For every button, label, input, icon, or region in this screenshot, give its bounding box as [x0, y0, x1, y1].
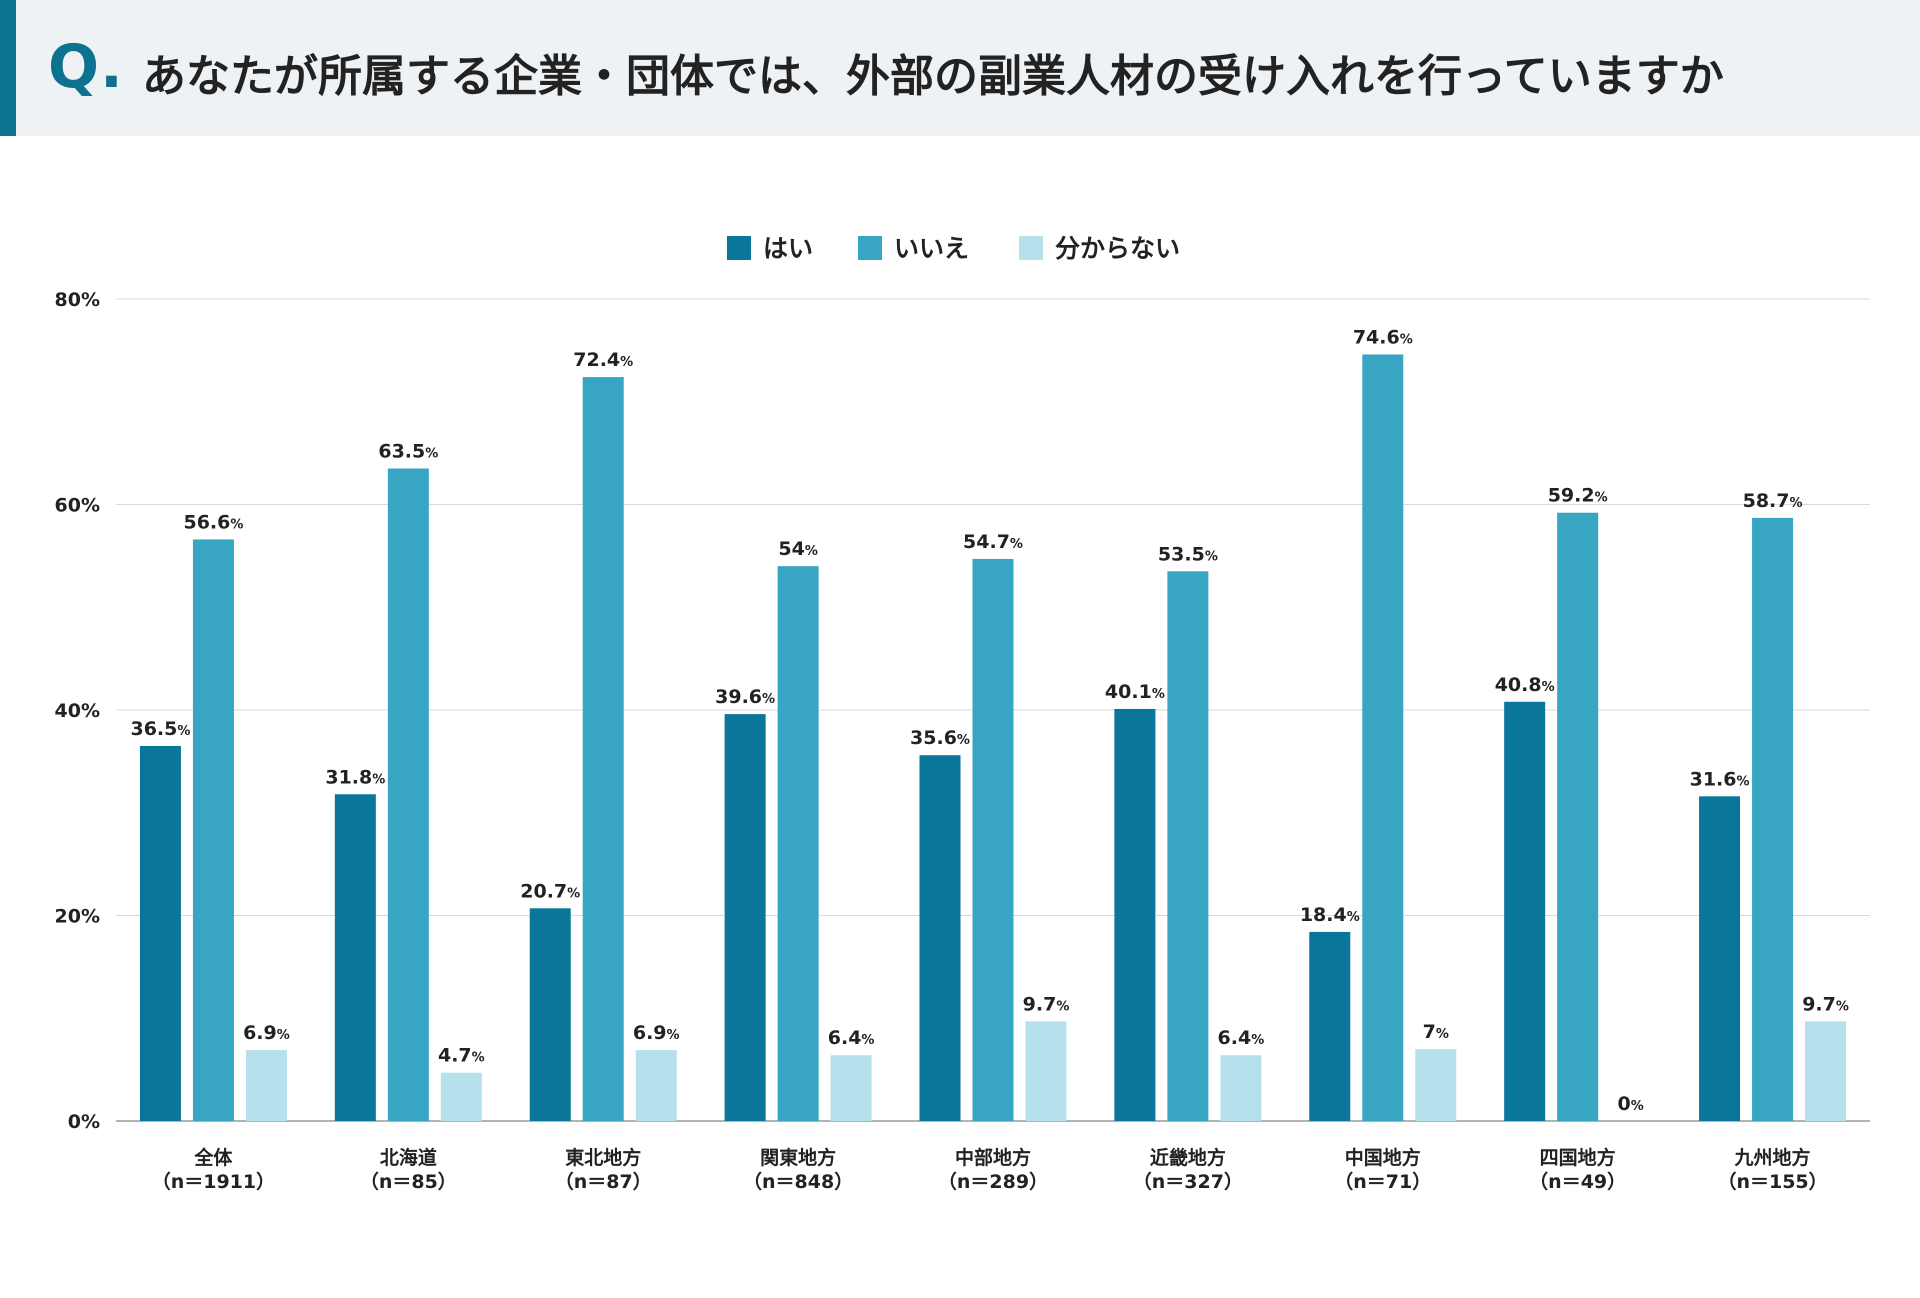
value-label: 74.6%: [1353, 326, 1413, 348]
bars: [139, 354, 1847, 1122]
value-label: 7%: [1423, 1021, 1449, 1043]
category-label: 北海道: [380, 1146, 437, 1169]
value-label: 53.5%: [1158, 543, 1218, 565]
value-label: 72.4%: [573, 349, 633, 371]
y-tick-label: 20%: [55, 906, 100, 928]
category-sample-size: （n＝87）: [555, 1170, 652, 1193]
y-tick-label: 80%: [55, 289, 100, 311]
value-labels: 36.5% 56.6% 6.9% 31.8% 63.5% 4.7% 20.7% 72.4% 6.…: [130, 326, 1848, 1115]
bar-unknown: [1415, 1049, 1457, 1121]
value-label: 31.6%: [1690, 768, 1750, 790]
bar-unknown: [440, 1072, 482, 1121]
value-label: 58.7%: [1743, 490, 1803, 512]
value-label: 9.7%: [1802, 993, 1849, 1015]
bar-no: [1362, 354, 1404, 1121]
bar-unknown: [1220, 1055, 1262, 1121]
question-text: あなたが所属する企業・団体では、外部の副業人材の受け入れを行っていますか: [142, 51, 1724, 102]
legend-label: 分からない: [1055, 234, 1180, 263]
category-label: 九州地方: [1734, 1146, 1811, 1169]
bar-no: [1752, 517, 1794, 1121]
value-label: 35.6%: [910, 727, 970, 749]
value-label: 54%: [778, 538, 817, 560]
bar-no: [387, 468, 429, 1122]
value-label: 20.7%: [520, 880, 580, 902]
value-label: 6.9%: [633, 1022, 680, 1044]
value-label: 6.9%: [243, 1022, 290, 1044]
category-sample-size: （n＝49）: [1529, 1170, 1626, 1193]
value-label: 6.4%: [828, 1027, 875, 1049]
category-label: 中部地方: [955, 1146, 1031, 1169]
category-sample-size: （n＝289）: [938, 1170, 1048, 1193]
bar-unknown: [635, 1050, 677, 1121]
bar-no: [777, 566, 819, 1121]
category-label: 中国地方: [1345, 1146, 1421, 1169]
category-labels: 全体（n＝1911） 北海道（n＝85） 東北地方（n＝87） 関東地方（n＝848）…: [152, 1146, 1828, 1193]
question-header: Q. あなたが所属する企業・団体では、外部の副業人材の受け入れを行っていますか: [0, 0, 1920, 136]
category-label: 全体: [193, 1146, 233, 1169]
bar-no: [192, 539, 234, 1121]
category-sample-size: （n＝848）: [743, 1170, 853, 1193]
bar-no: [1167, 571, 1209, 1121]
value-label: 0%: [1618, 1093, 1644, 1115]
category-label: 四国地方: [1540, 1146, 1616, 1169]
bar-yes: [1114, 708, 1156, 1121]
value-label: 18.4%: [1300, 904, 1360, 926]
value-label: 54.7%: [963, 531, 1023, 553]
value-label: 36.5%: [130, 718, 190, 740]
category-label: 関東地方: [760, 1146, 836, 1169]
category-sample-size: （n＝85）: [360, 1170, 457, 1193]
value-label: 56.6%: [183, 511, 243, 533]
value-label: 31.8%: [325, 766, 385, 788]
bar-unknown: [1805, 1021, 1847, 1121]
bar-yes: [1504, 701, 1546, 1121]
y-axis-ticks: 0% 20% 40% 60% 80%: [55, 289, 100, 1133]
value-label: 9.7%: [1023, 993, 1070, 1015]
bar-no: [1557, 512, 1599, 1121]
bar-unknown: [830, 1055, 872, 1121]
question-mark: Q.: [48, 32, 124, 102]
value-label: 39.6%: [715, 686, 775, 708]
bar-yes: [334, 794, 376, 1121]
bar-yes: [1309, 931, 1351, 1121]
category-label: 近畿地方: [1150, 1146, 1226, 1169]
legend-label: はい: [763, 234, 813, 263]
bar-unknown: [245, 1050, 287, 1121]
y-tick-label: 40%: [55, 700, 100, 722]
category-sample-size: （n＝327）: [1133, 1170, 1243, 1193]
bar-no: [582, 377, 624, 1122]
category-sample-size: （n＝1911）: [152, 1170, 275, 1193]
legend-swatch: [1019, 236, 1043, 260]
bar-yes: [724, 714, 766, 1121]
legend-label: いいえ: [894, 234, 969, 263]
value-label: 6.4%: [1218, 1027, 1265, 1049]
bar-yes: [1699, 796, 1741, 1121]
bar-no: [972, 558, 1014, 1121]
header-accent-bar: [0, 0, 16, 136]
y-tick-label: 0%: [68, 1111, 100, 1133]
legend: はい いいえ 分からない: [727, 234, 1180, 263]
value-label: 40.1%: [1105, 681, 1165, 703]
bar-unknown: [1025, 1021, 1067, 1121]
legend-swatch: [858, 236, 882, 260]
category-sample-size: （n＝155）: [1717, 1170, 1827, 1193]
category-sample-size: （n＝71）: [1334, 1170, 1431, 1193]
value-label: 4.7%: [438, 1045, 485, 1067]
bar-yes: [529, 908, 571, 1121]
value-label: 63.5%: [378, 441, 438, 463]
bar-yes: [139, 745, 181, 1121]
y-tick-label: 60%: [55, 495, 100, 517]
bar-yes: [919, 755, 961, 1121]
value-label: 59.2%: [1548, 485, 1608, 507]
value-label: 40.8%: [1495, 674, 1555, 696]
legend-swatch: [727, 236, 751, 260]
category-label: 東北地方: [565, 1146, 641, 1169]
